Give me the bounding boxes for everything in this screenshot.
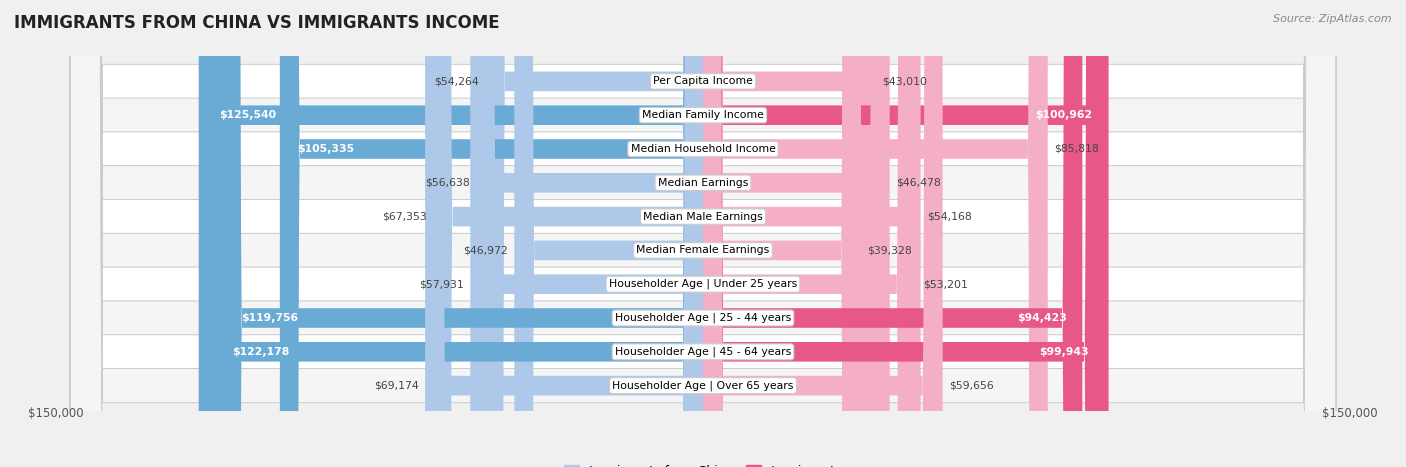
Text: $67,353: $67,353 (381, 212, 426, 222)
Text: $125,540: $125,540 (219, 110, 276, 120)
Text: Median Household Income: Median Household Income (630, 144, 776, 154)
Text: $105,335: $105,335 (297, 144, 354, 154)
Text: $150,000: $150,000 (28, 407, 84, 419)
Text: $59,656: $59,656 (949, 381, 994, 390)
FancyBboxPatch shape (70, 0, 1336, 467)
Text: Householder Age | 25 - 44 years: Householder Age | 25 - 44 years (614, 313, 792, 323)
Text: Median Family Income: Median Family Income (643, 110, 763, 120)
Text: $54,168: $54,168 (927, 212, 972, 222)
FancyBboxPatch shape (280, 0, 703, 467)
Text: $56,638: $56,638 (425, 178, 470, 188)
FancyBboxPatch shape (703, 0, 890, 467)
FancyBboxPatch shape (703, 0, 1047, 467)
Text: Median Male Earnings: Median Male Earnings (643, 212, 763, 222)
Legend: Immigrants from China, Immigrants: Immigrants from China, Immigrants (558, 460, 848, 467)
FancyBboxPatch shape (70, 0, 1336, 467)
Text: $54,264: $54,264 (434, 77, 479, 86)
Text: Source: ZipAtlas.com: Source: ZipAtlas.com (1274, 14, 1392, 24)
FancyBboxPatch shape (70, 0, 1336, 467)
FancyBboxPatch shape (703, 0, 1108, 467)
FancyBboxPatch shape (70, 0, 1336, 467)
Text: IMMIGRANTS FROM CHINA VS IMMIGRANTS INCOME: IMMIGRANTS FROM CHINA VS IMMIGRANTS INCO… (14, 14, 499, 32)
FancyBboxPatch shape (222, 0, 703, 467)
Text: $46,478: $46,478 (896, 178, 941, 188)
FancyBboxPatch shape (703, 0, 1105, 467)
Text: $53,201: $53,201 (922, 279, 967, 289)
FancyBboxPatch shape (70, 0, 1336, 467)
FancyBboxPatch shape (425, 0, 703, 467)
Text: Householder Age | 45 - 64 years: Householder Age | 45 - 64 years (614, 347, 792, 357)
FancyBboxPatch shape (485, 0, 703, 467)
FancyBboxPatch shape (703, 0, 860, 467)
Text: $57,931: $57,931 (419, 279, 464, 289)
Text: Householder Age | Under 25 years: Householder Age | Under 25 years (609, 279, 797, 290)
FancyBboxPatch shape (703, 0, 942, 467)
Text: $94,423: $94,423 (1018, 313, 1067, 323)
FancyBboxPatch shape (212, 0, 703, 467)
FancyBboxPatch shape (515, 0, 703, 467)
FancyBboxPatch shape (703, 0, 1083, 467)
FancyBboxPatch shape (198, 0, 703, 467)
Text: $43,010: $43,010 (882, 77, 927, 86)
FancyBboxPatch shape (703, 0, 917, 467)
Text: $122,178: $122,178 (232, 347, 290, 357)
Text: $46,972: $46,972 (464, 245, 509, 255)
FancyBboxPatch shape (70, 0, 1336, 467)
Text: $99,943: $99,943 (1039, 347, 1088, 357)
FancyBboxPatch shape (470, 0, 703, 467)
FancyBboxPatch shape (70, 0, 1336, 467)
FancyBboxPatch shape (475, 0, 703, 467)
Text: $100,962: $100,962 (1035, 110, 1092, 120)
Text: $119,756: $119,756 (242, 313, 298, 323)
FancyBboxPatch shape (703, 0, 876, 467)
FancyBboxPatch shape (70, 0, 1336, 467)
Text: $69,174: $69,174 (374, 381, 419, 390)
Text: $39,328: $39,328 (868, 245, 911, 255)
Text: Householder Age | Over 65 years: Householder Age | Over 65 years (612, 380, 794, 391)
FancyBboxPatch shape (70, 0, 1336, 467)
FancyBboxPatch shape (703, 0, 921, 467)
Text: $150,000: $150,000 (1322, 407, 1378, 419)
FancyBboxPatch shape (433, 0, 703, 467)
Text: Median Earnings: Median Earnings (658, 178, 748, 188)
Text: $85,818: $85,818 (1053, 144, 1098, 154)
Text: Per Capita Income: Per Capita Income (652, 77, 754, 86)
FancyBboxPatch shape (70, 0, 1336, 467)
Text: Median Female Earnings: Median Female Earnings (637, 245, 769, 255)
